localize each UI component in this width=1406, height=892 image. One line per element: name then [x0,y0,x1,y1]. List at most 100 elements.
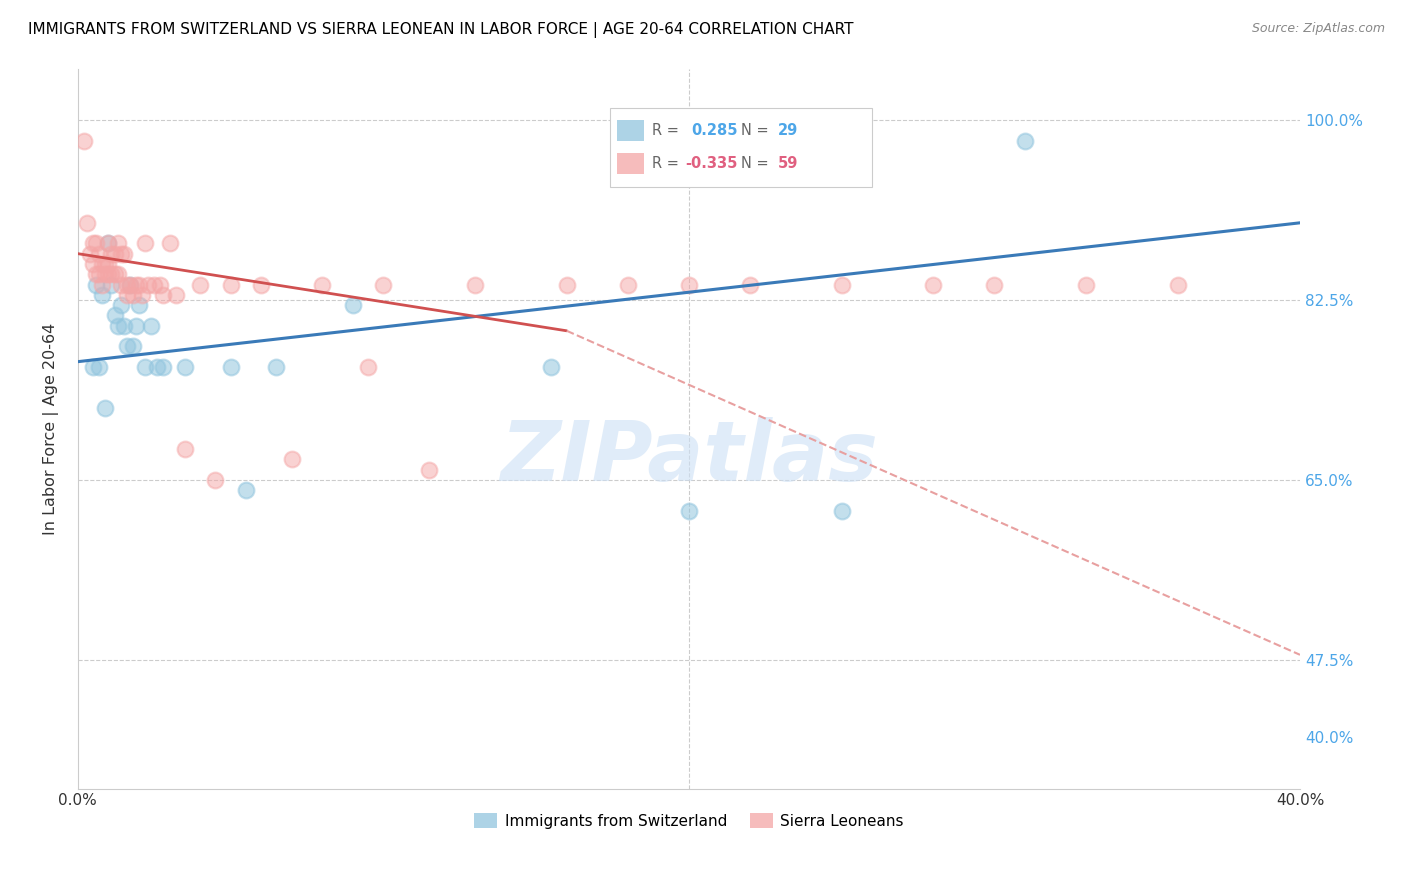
Point [281,452,304,467]
Point [112,318,135,333]
Point [118,277,141,292]
Point [94,267,117,281]
Point [173,442,195,456]
Point [311,277,333,292]
Point [118,277,141,292]
Text: Source: ZipAtlas.com: Source: ZipAtlas.com [1251,22,1385,36]
Point [91,257,114,271]
Bar [617,120,644,141]
Point [107,236,129,251]
Point [115,288,138,302]
Point [131,288,153,302]
Point [136,277,159,292]
Text: -0.335: -0.335 [685,156,738,171]
Point [188,277,211,292]
Point [540,359,562,374]
Point [125,318,148,333]
Point [617,277,640,292]
Point [91,277,114,292]
Text: 59: 59 [778,156,799,171]
Point [128,298,150,312]
Point [678,277,700,292]
Point [146,359,169,374]
Point [128,277,150,292]
Point [357,359,380,374]
Point [97,257,120,271]
Point [100,277,122,292]
Point [219,359,242,374]
Point [79,246,101,260]
Legend: Immigrants from Switzerland, Sierra Leoneans: Immigrants from Switzerland, Sierra Leon… [468,806,910,835]
Point [173,359,195,374]
Text: ZIPatlas: ZIPatlas [501,417,877,498]
Point [73,134,96,148]
Point [121,339,143,353]
Point [103,309,125,323]
Point [983,277,1005,292]
Point [219,277,242,292]
Point [94,257,117,271]
Point [831,504,853,518]
Point [134,359,156,374]
Point [373,277,395,292]
Point [1014,134,1036,148]
Point [103,246,125,260]
Text: 0.285: 0.285 [692,123,738,138]
Point [112,246,135,260]
Point [94,401,117,415]
Point [235,483,257,498]
Point [97,236,120,251]
Point [738,277,761,292]
Point [100,246,122,260]
Point [121,288,143,302]
Point [464,277,486,292]
Point [89,359,111,374]
Point [342,298,364,312]
Point [115,277,138,292]
Point [678,504,700,518]
Point [1167,277,1189,292]
Point [84,236,107,251]
Point [250,277,273,292]
Point [100,267,122,281]
Point [76,216,98,230]
Point [84,267,107,281]
Point [82,359,104,374]
Point [266,359,288,374]
Point [82,236,104,251]
Point [152,288,174,302]
Point [82,257,104,271]
Point [84,277,107,292]
Text: IMMIGRANTS FROM SWITZERLAND VS SIERRA LEONEAN IN LABOR FORCE | AGE 20-64 CORRELA: IMMIGRANTS FROM SWITZERLAND VS SIERRA LE… [28,22,853,38]
Point [418,463,440,477]
Point [110,298,132,312]
Point [149,277,172,292]
Text: R =: R = [652,156,683,171]
Point [204,473,226,487]
Point [110,246,132,260]
Text: N =: N = [741,156,773,171]
Point [89,267,111,281]
Point [1076,277,1098,292]
Point [831,277,853,292]
Point [125,277,148,292]
Point [89,246,111,260]
Point [143,277,166,292]
Point [141,318,163,333]
Point [107,267,129,281]
Point [152,359,174,374]
Point [110,277,132,292]
Bar [617,153,644,174]
Y-axis label: In Labor Force | Age 20-64: In Labor Force | Age 20-64 [44,322,59,534]
Point [103,267,125,281]
Point [91,288,114,302]
Point [159,236,181,251]
FancyBboxPatch shape [610,108,872,187]
Point [922,277,945,292]
Point [97,236,120,251]
Point [165,288,187,302]
Text: N =: N = [741,123,773,138]
Text: R =: R = [652,123,683,138]
Point [134,236,156,251]
Point [107,318,129,333]
